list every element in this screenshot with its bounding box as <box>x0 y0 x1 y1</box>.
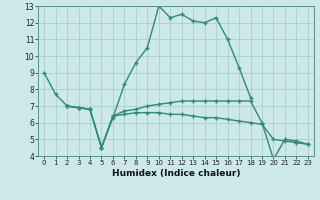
X-axis label: Humidex (Indice chaleur): Humidex (Indice chaleur) <box>112 169 240 178</box>
